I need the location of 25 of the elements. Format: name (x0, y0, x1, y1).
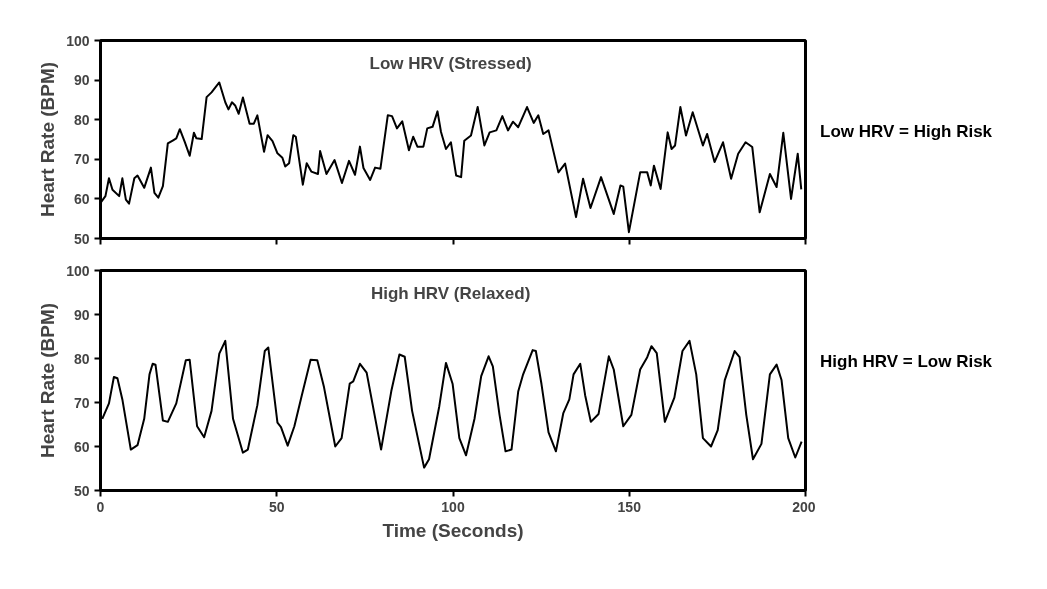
y-tick-label: 80 (73, 111, 90, 128)
x-tick-label: 50 (268, 498, 285, 515)
x-tick-label: 200 (792, 498, 816, 515)
line-series (101, 339, 803, 469)
text: Low HRV (Stressed) (369, 53, 532, 73)
y-tick-label: 50 (73, 230, 90, 247)
y-tick-label: 50 (73, 482, 90, 499)
y-tick-label: 70 (73, 151, 90, 168)
y-tick-label: 90 (73, 72, 90, 89)
y-tick-label: 90 (73, 306, 90, 323)
x-tick-label: 100 (441, 498, 465, 515)
y-tick-label: 70 (73, 394, 90, 411)
y-tick-label: 60 (73, 190, 90, 207)
y-tick-label: 60 (73, 438, 90, 455)
y-axis-title: Heart Rate (BPM) (37, 302, 59, 459)
text: High HRV = Low Risk (820, 351, 993, 373)
text: Low HRV = High Risk (820, 121, 993, 143)
y-tick-label: 100 (66, 262, 90, 279)
y-tick-label: 100 (66, 32, 90, 49)
text: High HRV (Relaxed) (370, 283, 531, 303)
x-tick-label: 0 (96, 498, 105, 515)
x-axis-title: Time (Seconds) (382, 519, 524, 541)
y-tick-label: 80 (73, 350, 90, 367)
y-axis-title: Heart Rate (BPM) (37, 61, 59, 218)
x-tick-label: 150 (617, 498, 642, 515)
